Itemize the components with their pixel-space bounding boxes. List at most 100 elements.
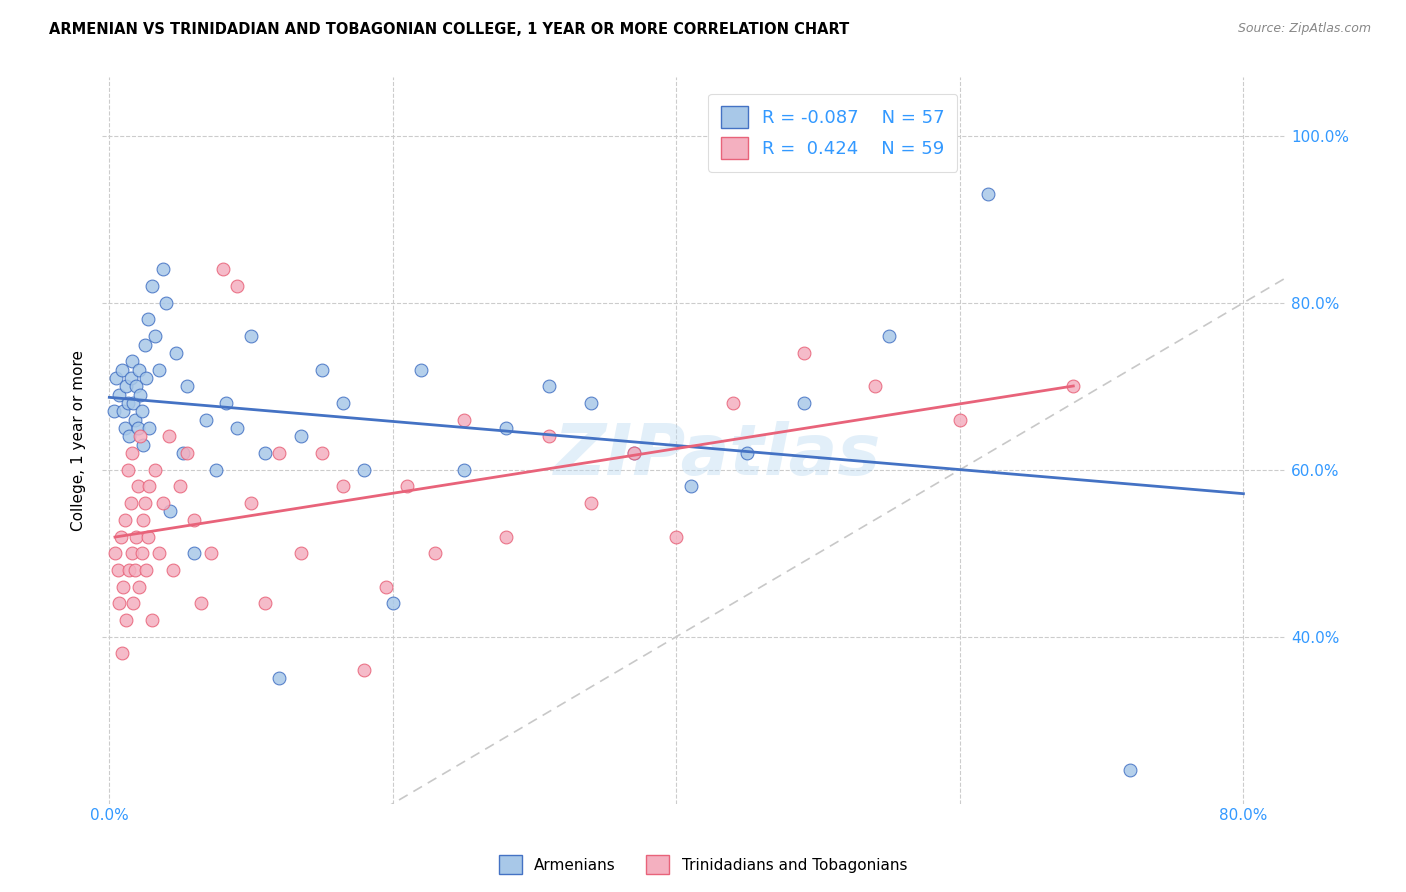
Point	[143, 329, 166, 343]
Point	[110, 529, 132, 543]
Point	[211, 262, 233, 277]
Point	[225, 421, 247, 435]
Point	[134, 496, 156, 510]
Point	[125, 529, 148, 543]
Point	[132, 438, 155, 452]
Point	[863, 379, 886, 393]
Point	[877, 329, 900, 343]
Y-axis label: College, 1 year or more: College, 1 year or more	[72, 350, 86, 531]
Point	[977, 187, 1000, 202]
Point	[793, 396, 815, 410]
Point	[124, 563, 146, 577]
Point	[176, 446, 198, 460]
Point	[495, 421, 517, 435]
Point	[332, 479, 354, 493]
Point	[125, 379, 148, 393]
Point	[165, 346, 187, 360]
Point	[194, 412, 217, 426]
Point	[374, 580, 396, 594]
Point	[121, 354, 143, 368]
Point	[190, 596, 212, 610]
Point	[111, 646, 134, 660]
Point	[204, 463, 226, 477]
Point	[537, 379, 560, 393]
Point	[353, 463, 375, 477]
Point	[148, 362, 170, 376]
Point	[381, 596, 404, 610]
Point	[157, 429, 180, 443]
Point	[254, 596, 277, 610]
Text: Source: ZipAtlas.com: Source: ZipAtlas.com	[1237, 22, 1371, 36]
Point	[111, 362, 134, 376]
Point	[114, 421, 136, 435]
Point	[214, 396, 236, 410]
Point	[136, 529, 159, 543]
Point	[665, 529, 688, 543]
Point	[495, 529, 517, 543]
Point	[290, 546, 312, 560]
Point	[453, 412, 475, 426]
Point	[104, 546, 127, 560]
Point	[107, 563, 129, 577]
Point	[679, 479, 702, 493]
Point	[135, 371, 157, 385]
Point	[143, 463, 166, 477]
Point	[155, 295, 177, 310]
Point	[134, 337, 156, 351]
Point	[254, 446, 277, 460]
Point	[112, 580, 135, 594]
Point	[183, 513, 205, 527]
Point	[395, 479, 418, 493]
Point	[127, 421, 149, 435]
Legend: Armenians, Trinidadians and Tobagonians: Armenians, Trinidadians and Tobagonians	[494, 849, 912, 880]
Point	[176, 379, 198, 393]
Point	[623, 446, 645, 460]
Point	[311, 362, 333, 376]
Point	[581, 396, 603, 410]
Point	[141, 613, 163, 627]
Point	[162, 563, 184, 577]
Point	[124, 412, 146, 426]
Point	[128, 362, 150, 376]
Point	[131, 546, 153, 560]
Point	[735, 446, 758, 460]
Point	[118, 429, 141, 443]
Point	[105, 371, 128, 385]
Point	[793, 346, 815, 360]
Point	[108, 596, 131, 610]
Point	[200, 546, 222, 560]
Point	[1119, 763, 1142, 777]
Point	[159, 504, 181, 518]
Point	[311, 446, 333, 460]
Point	[453, 463, 475, 477]
Text: ARMENIAN VS TRINIDADIAN AND TOBAGONIAN COLLEGE, 1 YEAR OR MORE CORRELATION CHART: ARMENIAN VS TRINIDADIAN AND TOBAGONIAN C…	[49, 22, 849, 37]
Point	[112, 404, 135, 418]
Point	[225, 279, 247, 293]
Point	[269, 446, 291, 460]
Point	[120, 496, 142, 510]
Point	[121, 546, 143, 560]
Point	[240, 496, 263, 510]
Point	[949, 412, 972, 426]
Point	[1062, 379, 1084, 393]
Point	[183, 546, 205, 560]
Point	[114, 513, 136, 527]
Point	[129, 387, 152, 401]
Point	[136, 312, 159, 326]
Point	[353, 663, 375, 677]
Point	[269, 672, 291, 686]
Point	[411, 362, 433, 376]
Point	[721, 396, 744, 410]
Point	[117, 396, 139, 410]
Point	[240, 329, 263, 343]
Point	[129, 429, 152, 443]
Point	[120, 371, 142, 385]
Point	[537, 429, 560, 443]
Point	[103, 404, 125, 418]
Point	[623, 446, 645, 460]
Point	[127, 479, 149, 493]
Point	[115, 613, 138, 627]
Point	[138, 421, 160, 435]
Point	[132, 513, 155, 527]
Point	[581, 496, 603, 510]
